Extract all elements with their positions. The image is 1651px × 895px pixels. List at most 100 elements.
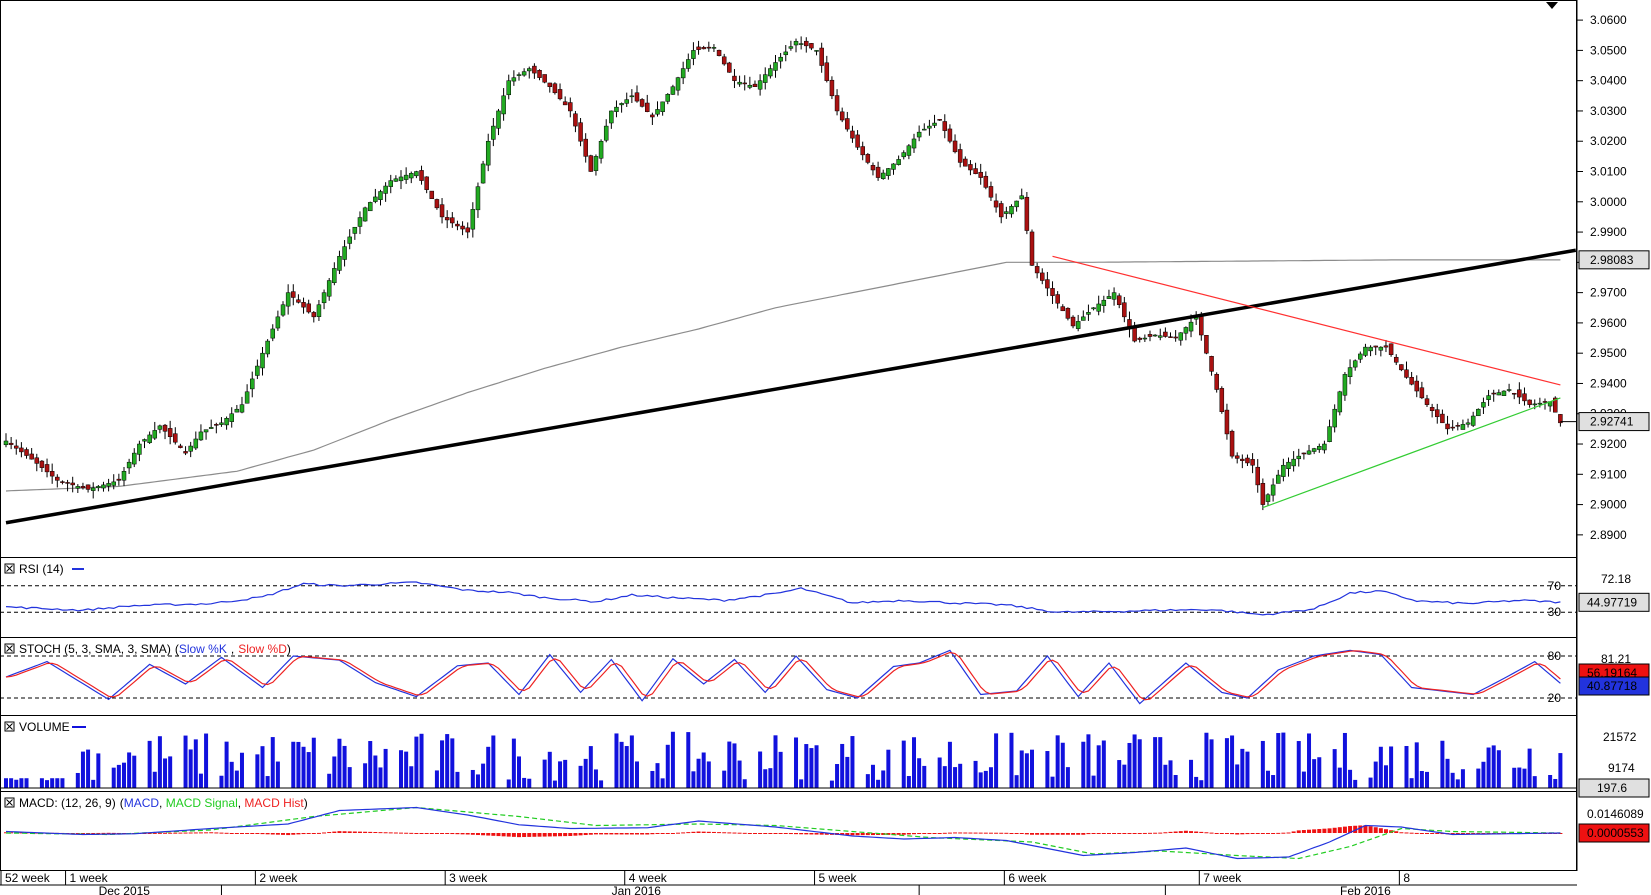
- macd-hist-bar: [1245, 833, 1250, 835]
- candle-body: [860, 146, 865, 156]
- candle-body: [1347, 367, 1353, 378]
- candle-body: [542, 74, 547, 83]
- volume-bar: [9, 778, 14, 788]
- macd-hist-bar: [173, 832, 178, 834]
- candle-body: [224, 418, 229, 426]
- candle-body: [1152, 334, 1158, 337]
- candle-body: [727, 62, 732, 73]
- volume-bar: [1460, 769, 1465, 788]
- macd-hist-bar: [1019, 833, 1024, 834]
- macd-hist-bar: [399, 832, 404, 834]
- volume-bar: [1522, 768, 1527, 788]
- macd-hist-bar: [204, 832, 209, 834]
- candle-body: [162, 424, 168, 432]
- candle-body: [403, 174, 409, 180]
- candle-body: [1229, 430, 1235, 457]
- volume-bar: [337, 738, 342, 788]
- volume-bar: [517, 756, 521, 788]
- volume-bar: [91, 779, 96, 788]
- volume-bar: [922, 765, 927, 788]
- candle-body: [932, 122, 937, 126]
- macd-hist-bar: [783, 833, 788, 834]
- candle-body: [409, 173, 414, 179]
- volume-bar: [655, 763, 660, 788]
- candle-body: [655, 109, 660, 115]
- volume-bar: [1024, 753, 1029, 788]
- candle-body: [1291, 458, 1296, 467]
- candle-body: [208, 427, 214, 429]
- volume-bar: [901, 740, 906, 788]
- volume-bar: [809, 748, 814, 788]
- candle-body: [373, 196, 378, 202]
- macd-hist-bar: [1060, 833, 1065, 835]
- candle-body: [1558, 414, 1563, 424]
- stoch-panel: [0, 637, 1577, 716]
- macd-hist-bar: [1317, 829, 1322, 833]
- candle-body: [752, 83, 758, 87]
- candle-body: [1404, 369, 1409, 378]
- macd-hist-bar: [563, 833, 568, 837]
- macd-hist-bar: [552, 833, 557, 837]
- candle-body: [8, 442, 14, 445]
- candle-body: [1311, 448, 1317, 452]
- macd-hist-bar: [342, 831, 347, 833]
- macd-hist-bar: [1286, 832, 1291, 834]
- macd-hist-bar: [1327, 828, 1332, 833]
- candle-body: [691, 50, 696, 59]
- macd-hist-bar: [1050, 833, 1055, 835]
- candle-body: [219, 422, 224, 425]
- volume-bar: [1158, 737, 1163, 788]
- macd-hist-bar: [1353, 825, 1358, 833]
- volume-bar: [193, 739, 198, 788]
- volume-bar: [291, 741, 296, 788]
- volume-bar: [906, 776, 911, 788]
- macd-hist-bar: [768, 833, 773, 834]
- volume-bar: [1476, 768, 1481, 788]
- candle-body: [511, 77, 517, 82]
- macd-hist-bar: [347, 831, 352, 833]
- macd-hist-bar: [434, 833, 439, 834]
- trendline: [1262, 397, 1561, 509]
- last-price-box: [1578, 412, 1650, 432]
- candle-body: [680, 68, 686, 79]
- macd-hist-bar: [275, 833, 280, 835]
- volume-bar: [1389, 746, 1394, 788]
- macd-hist-bar: [747, 833, 752, 834]
- volume-bar: [1086, 734, 1091, 788]
- chevron-down-icon[interactable]: [1546, 2, 1558, 9]
- rsi-title: RSI (14): [4, 562, 64, 576]
- macd-hist-bar: [1147, 832, 1152, 834]
- price-panel: [0, 0, 1577, 558]
- candle-body: [285, 292, 291, 307]
- candle-body: [3, 440, 9, 446]
- macd-hist-bar: [522, 833, 527, 838]
- macd-hist-bar: [1030, 833, 1034, 835]
- candle-body: [583, 138, 588, 157]
- volume-bar: [183, 735, 188, 788]
- volume-bar: [1060, 742, 1065, 788]
- candle-body: [865, 154, 871, 163]
- macd-value-label: 0.0146089: [1587, 807, 1644, 821]
- candle-body: [593, 156, 599, 171]
- volume-bar: [799, 779, 804, 788]
- volume-bar: [409, 766, 414, 788]
- candle-body: [75, 486, 81, 489]
- macd-hist-bar: [1086, 833, 1091, 835]
- candle-body: [1429, 407, 1435, 411]
- macd-hist-bar: [645, 833, 650, 835]
- candle-body: [352, 226, 358, 234]
- candle-body: [260, 352, 265, 369]
- macd-hist-bar: [814, 833, 819, 835]
- candle-body: [142, 439, 147, 442]
- candle-body: [845, 118, 850, 130]
- macd-hist-bar: [188, 832, 193, 834]
- volume-bar: [1091, 775, 1096, 788]
- macd-hist-bar: [568, 833, 573, 836]
- candle-body: [1234, 455, 1240, 459]
- volume-bar: [547, 751, 552, 788]
- volume-bar: [650, 770, 655, 788]
- macd-hist-bar: [1194, 831, 1199, 833]
- candle-body: [1352, 360, 1358, 368]
- macd-hist-bar: [542, 833, 547, 837]
- volume-bar: [1342, 732, 1347, 788]
